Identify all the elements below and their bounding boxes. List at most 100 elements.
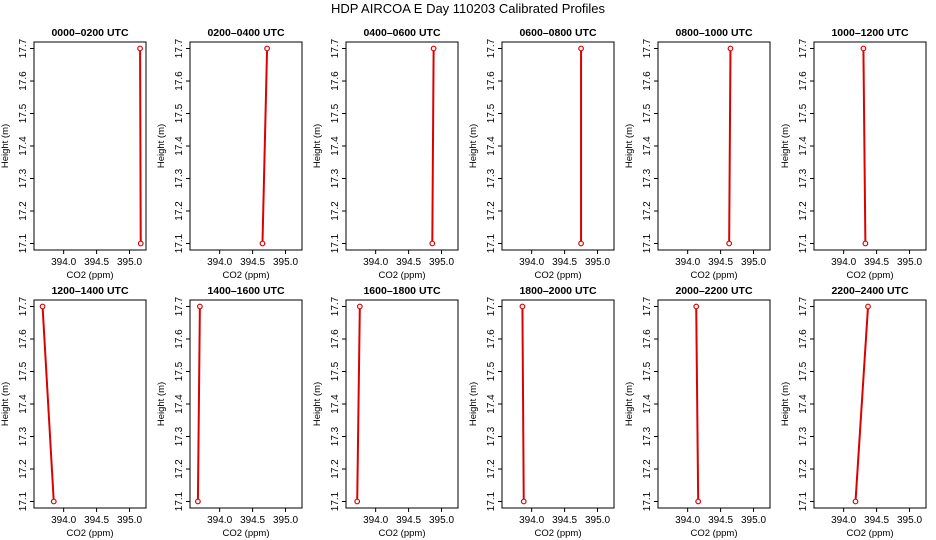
- x-tick-label: 394.5: [240, 515, 265, 526]
- y-tick-label: 17.2: [174, 459, 185, 479]
- profile-line: [521, 306, 525, 502]
- chart-panel-12: 2200–2400 UTC 394.0 394.5 395.0 17.1 17.2 17.3…: [780, 285, 927, 539]
- chart-panel-1: 0000–0200 UTC 394.0 394.5 395.0 17.1 17.2 17.3…: [0, 27, 147, 281]
- y-tick-label: 17.6: [330, 329, 341, 349]
- panel-title: 1800–2000 UTC: [519, 285, 596, 297]
- panel-title: 0800–1000 UTC: [675, 27, 752, 39]
- profile-point: [695, 498, 702, 505]
- y-tick-label: 17.7: [798, 296, 809, 316]
- y-tick-label: 17.1: [486, 233, 497, 253]
- x-axis-label: CO2 (ppm): [67, 270, 114, 281]
- y-axis-label: Height (m): [312, 124, 323, 168]
- x-tick-label: 394.5: [240, 257, 265, 268]
- chart-panel-8: 1400–1600 UTC 394.0 394.5 395.0 17.1 17.2 17.3…: [156, 285, 303, 539]
- panels-container: 0000–0200 UTC 394.0 394.5 395.0 17.1 17.2 17.3…: [0, 27, 927, 539]
- x-tick-label: 394.0: [831, 257, 856, 268]
- profile-line: [862, 48, 867, 244]
- chart-panel-9: 1600–1800 UTC 394.0 394.5 395.0 17.1 17.2 17.3…: [312, 285, 459, 539]
- x-tick-label: 394.5: [84, 257, 109, 268]
- plot-frame: [657, 41, 771, 251]
- y-tick-label: 17.6: [18, 71, 29, 91]
- x-tick-label: 395.0: [897, 515, 922, 526]
- profile-point: [50, 498, 57, 505]
- y-axis-label: Height (m): [468, 382, 479, 426]
- y-tick-label: 17.3: [798, 168, 809, 188]
- profile-point: [726, 240, 733, 247]
- y-tick-label: 17.5: [330, 103, 341, 123]
- plot-frame: [33, 41, 147, 251]
- x-tick-label: 395.0: [585, 257, 610, 268]
- y-tick-label: 17.5: [642, 103, 653, 123]
- profile-line: [41, 306, 55, 502]
- plot-frame: [189, 299, 303, 509]
- y-tick-label: 17.7: [18, 296, 29, 316]
- y-tick-label: 17.5: [642, 361, 653, 381]
- y-tick-label: 17.5: [18, 361, 29, 381]
- y-tick-label: 17.2: [642, 459, 653, 479]
- y-tick-label: 17.7: [330, 38, 341, 58]
- x-axis-label: CO2 (ppm): [847, 270, 894, 281]
- plot-frame: [33, 299, 147, 509]
- profile-line: [695, 306, 700, 502]
- y-axis-label: Height (m): [624, 382, 635, 426]
- y-tick-label: 17.7: [174, 296, 185, 316]
- x-axis-label: CO2 (ppm): [379, 528, 426, 539]
- y-tick-label: 17.2: [798, 459, 809, 479]
- y-tick-label: 17.7: [330, 296, 341, 316]
- plot-frame: [345, 299, 459, 509]
- x-tick-label: 394.5: [396, 515, 421, 526]
- x-axis-label: CO2 (ppm): [535, 270, 582, 281]
- profile-point: [860, 45, 867, 52]
- x-axis-label: CO2 (ppm): [379, 270, 426, 281]
- y-tick-label: 17.1: [798, 491, 809, 511]
- y-tick-label: 17.3: [174, 426, 185, 446]
- y-tick-label: 17.1: [486, 491, 497, 511]
- y-tick-label: 17.7: [486, 38, 497, 58]
- y-tick-label: 17.2: [174, 201, 185, 221]
- plot-frame: [345, 41, 459, 251]
- panel-title: 0200–0400 UTC: [207, 27, 284, 39]
- profile-point: [39, 303, 46, 310]
- profile-point: [354, 498, 361, 505]
- y-tick-label: 17.4: [642, 136, 653, 156]
- x-tick-label: 394.0: [519, 515, 544, 526]
- x-tick-label: 395.0: [273, 515, 298, 526]
- x-tick-label: 394.0: [51, 257, 76, 268]
- y-tick-label: 17.1: [174, 233, 185, 253]
- panel-title: 0400–0600 UTC: [363, 27, 440, 39]
- profile-point: [264, 45, 270, 52]
- y-axis-label: Height (m): [0, 124, 11, 168]
- y-axis-label: Height (m): [780, 124, 791, 168]
- y-tick-label: 17.7: [174, 38, 185, 58]
- x-tick-label: 394.5: [552, 257, 577, 268]
- panel-title: 0000–0200 UTC: [51, 27, 128, 39]
- x-axis-label: CO2 (ppm): [67, 528, 114, 539]
- x-tick-label: 394.5: [84, 515, 109, 526]
- x-tick-label: 394.5: [864, 515, 889, 526]
- y-tick-label: 17.7: [486, 296, 497, 316]
- x-tick-label: 394.5: [552, 515, 577, 526]
- plot-frame: [813, 299, 927, 509]
- y-tick-label: 17.7: [642, 38, 653, 58]
- plot-frame: [813, 41, 927, 251]
- profile-point: [137, 45, 143, 52]
- y-tick-label: 17.3: [330, 426, 341, 446]
- plot-frame: [501, 299, 615, 509]
- y-tick-label: 17.2: [330, 459, 341, 479]
- profile-point: [862, 240, 869, 247]
- x-tick-label: 395.0: [117, 515, 142, 526]
- y-tick-label: 17.2: [330, 201, 341, 221]
- profile-point: [852, 498, 859, 505]
- y-tick-label: 17.4: [798, 394, 809, 414]
- chart-panel-5: 0800–1000 UTC 394.0 394.5 395.0 17.1 17.2 17.3…: [624, 27, 771, 281]
- plot-frame: [501, 41, 615, 251]
- x-tick-label: 395.0: [897, 257, 922, 268]
- y-tick-label: 17.3: [798, 426, 809, 446]
- profile-point: [520, 498, 527, 505]
- y-tick-label: 17.6: [642, 329, 653, 349]
- profile-line: [356, 306, 361, 502]
- y-tick-label: 17.3: [18, 168, 29, 188]
- panel-title: 1000–1200 UTC: [831, 27, 908, 39]
- y-tick-label: 17.6: [486, 71, 497, 91]
